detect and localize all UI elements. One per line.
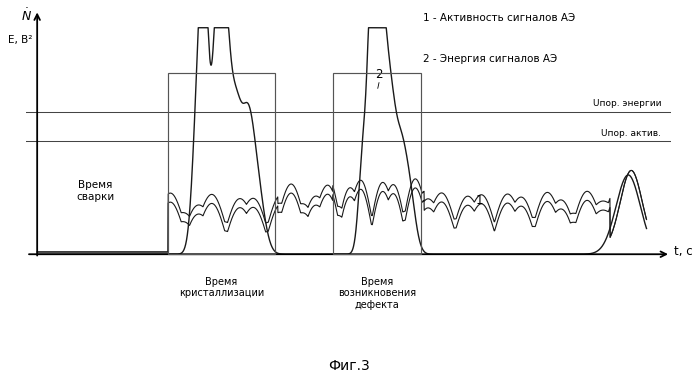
- Text: 1: 1: [476, 194, 484, 207]
- Bar: [333, 73, 421, 254]
- Text: E, B²: E, B²: [8, 35, 32, 45]
- Bar: [168, 73, 275, 254]
- Text: 2 - Энергия сигналов АЭ: 2 - Энергия сигналов АЭ: [423, 54, 557, 64]
- Text: Фиг.3: Фиг.3: [328, 359, 369, 373]
- Text: Время
сварки: Время сварки: [76, 180, 114, 202]
- Text: 1 - Активность сигналов АЭ: 1 - Активность сигналов АЭ: [423, 13, 575, 22]
- Text: $\dot{N}$: $\dot{N}$: [21, 7, 32, 23]
- Text: t, c: t, c: [674, 246, 693, 258]
- Text: Время
возникновения
дефекта: Время возникновения дефекта: [338, 277, 416, 310]
- Text: Время
кристаллизации: Время кристаллизации: [179, 277, 264, 299]
- Text: Uпор. энергии: Uпор. энергии: [593, 99, 661, 108]
- Text: Uпор. актив.: Uпор. актив.: [601, 128, 661, 138]
- Text: 2: 2: [375, 67, 383, 81]
